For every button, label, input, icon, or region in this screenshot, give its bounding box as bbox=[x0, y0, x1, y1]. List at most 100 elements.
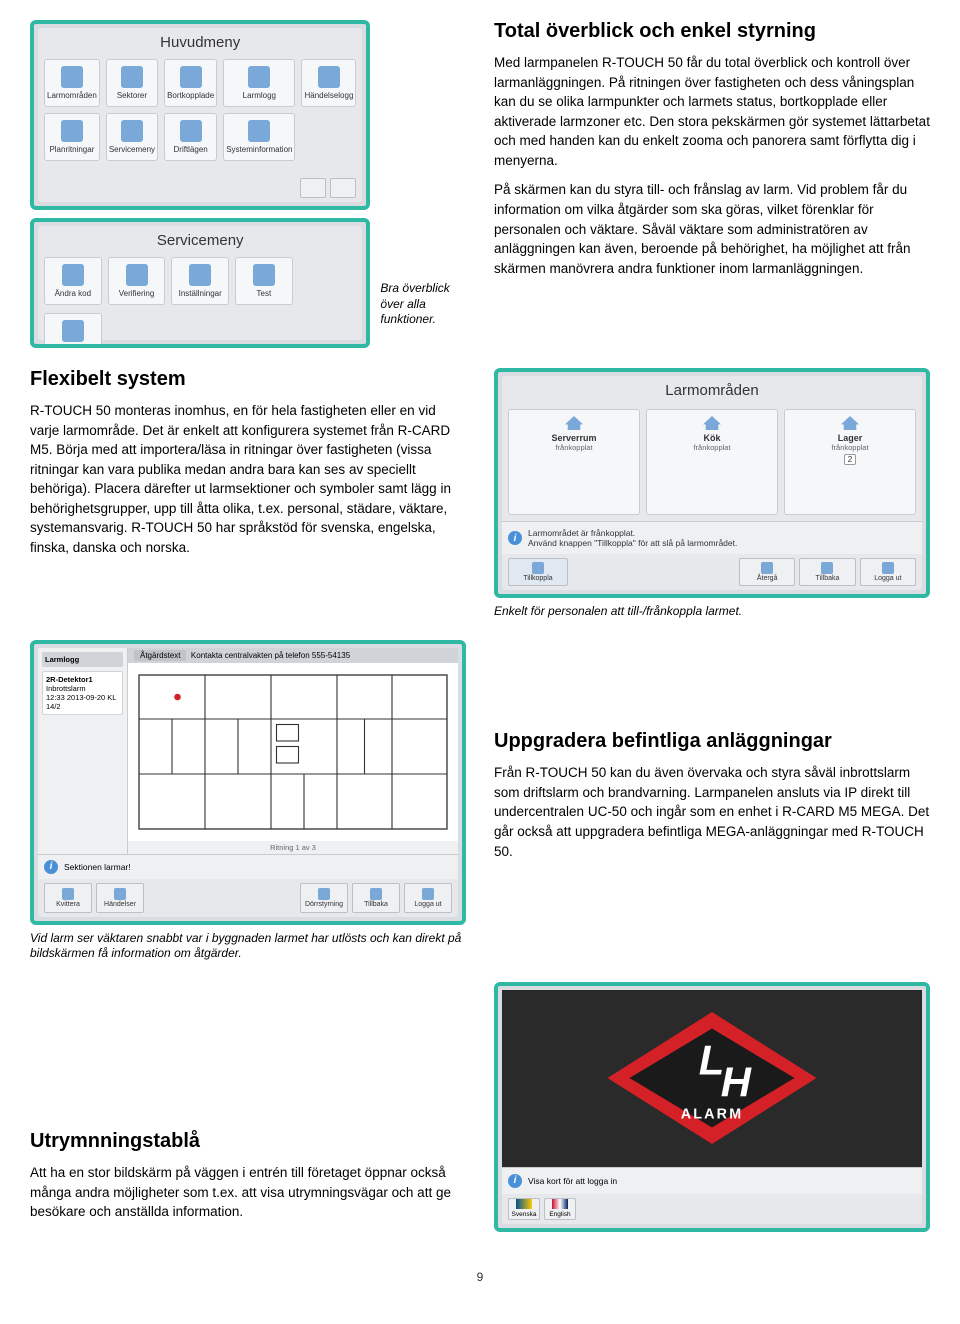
button-icon bbox=[761, 562, 773, 574]
tile-icon bbox=[121, 66, 143, 88]
house-icon bbox=[703, 416, 721, 430]
larm-area-tile[interactable]: Lagerfrånkopplat2 bbox=[784, 409, 916, 515]
info-icon: i bbox=[508, 531, 522, 545]
tile-icon bbox=[126, 264, 148, 286]
tile-icon bbox=[62, 264, 84, 286]
button-icon bbox=[318, 888, 330, 900]
huvudmeny-screenshot: Huvudmeny Larmområden Sektorer Bortkopplad… bbox=[30, 20, 370, 210]
tile-icon bbox=[189, 264, 211, 286]
larmomraden-title: Larmområden bbox=[502, 376, 922, 403]
menu-tile[interactable]: Systeminformation bbox=[223, 113, 295, 161]
menu-tile[interactable]: Sektorer bbox=[106, 59, 158, 107]
tile-icon bbox=[180, 120, 202, 142]
house-icon bbox=[565, 416, 583, 430]
area-name: Kök bbox=[703, 433, 720, 443]
huvudmeny-caption: Bra överblick över alla funktioner. bbox=[380, 281, 466, 328]
menu-tile[interactable]: Serviceloggar bbox=[44, 313, 102, 348]
action-button[interactable]: Tillbaka bbox=[799, 558, 855, 586]
heading-uppgradera: Uppgradera befintliga anläggningar bbox=[494, 730, 930, 753]
button-label: Kvittera bbox=[56, 901, 80, 908]
action-button[interactable]: Dörrstyrning bbox=[300, 883, 348, 913]
button-label: Tillkoppla bbox=[523, 575, 552, 582]
floorplan-topbar: Åtgärdstext Kontakta centralvakten på te… bbox=[128, 648, 458, 663]
lh-alarm-block: L H ALARM i Visa kort för att logga in S… bbox=[494, 982, 930, 1232]
lh-logo-area: L H ALARM bbox=[502, 990, 922, 1167]
menu-tile[interactable]: Test bbox=[235, 257, 293, 305]
lh-alarm-screenshot: L H ALARM i Visa kort för att logga in S… bbox=[494, 982, 930, 1232]
para: Att ha en stor bildskärm på väggen i ent… bbox=[30, 1163, 466, 1222]
floorplan-caption: Vid larm ser väktaren snabbt var i byggn… bbox=[30, 931, 466, 962]
tile-label: Händelselogg bbox=[304, 91, 353, 100]
menu-tile[interactable]: Verifiering bbox=[108, 257, 166, 305]
action-button[interactable]: Kvittera bbox=[44, 883, 92, 913]
tile-icon bbox=[248, 66, 270, 88]
button-label: Händelser bbox=[104, 901, 136, 908]
floorplan-status: i Sektionen larmar! bbox=[38, 854, 458, 879]
action-button[interactable]: Tillkoppla bbox=[508, 558, 568, 586]
larm-info-text: Larmområdet är frånkopplat. Använd knapp… bbox=[528, 528, 737, 548]
flag-label: English bbox=[549, 1211, 570, 1218]
button-icon bbox=[422, 888, 434, 900]
action-button[interactable]: Tillbaka bbox=[352, 883, 400, 913]
servicemeny-screenshot: Servicemeny Ändra kod Verifiering Inställn… bbox=[30, 218, 370, 348]
larmomraden-screenshot: Larmområden ServerrumfrånkopplatKökfrånk… bbox=[494, 368, 930, 598]
button-icon bbox=[370, 888, 382, 900]
action-button[interactable]: Logga ut bbox=[404, 883, 452, 913]
tile-icon bbox=[248, 120, 270, 142]
tile-label: Systeminformation bbox=[226, 145, 292, 154]
action-button[interactable]: Återgå bbox=[739, 558, 795, 586]
lh-info-bar: i Visa kort för att logga in bbox=[502, 1167, 922, 1194]
larmomraden-caption: Enkelt för personalen att till-/frånkopp… bbox=[494, 604, 930, 620]
tile-label: Inställningar bbox=[179, 289, 222, 298]
section-utrymning: Utrymnningstablå Att ha en stor bildskär… bbox=[30, 982, 466, 1232]
info-icon: i bbox=[508, 1174, 522, 1188]
tile-label: Bortkopplade bbox=[167, 91, 214, 100]
action-button[interactable]: Händelser bbox=[96, 883, 144, 913]
menu-tile[interactable]: Inställningar bbox=[171, 257, 229, 305]
floorplan-drawing-label: Ritning 1 av 3 bbox=[128, 841, 458, 854]
menu-tile[interactable]: Servicemeny bbox=[106, 113, 158, 161]
footer-button[interactable] bbox=[300, 178, 326, 198]
action-button[interactable]: Logga ut bbox=[860, 558, 916, 586]
tile-icon bbox=[62, 320, 84, 342]
page-number: 9 bbox=[0, 1262, 960, 1304]
button-label: Dörrstyrning bbox=[305, 901, 343, 908]
tile-label: Larmlogg bbox=[243, 91, 276, 100]
tile-label: Sektorer bbox=[117, 91, 147, 100]
huvudmeny-title: Huvudmeny bbox=[38, 28, 362, 55]
tile-icon bbox=[180, 66, 202, 88]
larm-area-tile[interactable]: Kökfrånkopplat bbox=[646, 409, 778, 515]
menu-tile[interactable]: Planritningar bbox=[44, 113, 100, 161]
footer-button[interactable] bbox=[330, 178, 356, 198]
para: På skärmen kan du styra till- och frånsl… bbox=[494, 180, 930, 278]
tile-label: Servicemeny bbox=[109, 145, 155, 154]
button-icon bbox=[532, 562, 544, 574]
flag-label: Svenska bbox=[512, 1211, 537, 1218]
menu-tile[interactable]: Händelselogg bbox=[301, 59, 356, 107]
sidebar-alarm-item[interactable]: 2R-Detektor1 Inbrottslarm 12:33 2013-09-… bbox=[42, 671, 123, 715]
para: Med larmpanelen R-TOUCH 50 får du total … bbox=[494, 53, 930, 170]
button-icon bbox=[882, 562, 894, 574]
menu-tile[interactable]: Driftlägen bbox=[164, 113, 217, 161]
floorplan-drawing[interactable] bbox=[128, 663, 458, 841]
huvudmeny-block: Huvudmeny Larmområden Sektorer Bortkopplad… bbox=[30, 20, 466, 348]
house-icon bbox=[841, 416, 859, 430]
tile-label: Serviceloggar bbox=[48, 345, 97, 348]
larmomraden-block: Larmområden ServerrumfrånkopplatKökfrånk… bbox=[494, 368, 930, 620]
menu-tile[interactable]: Bortkopplade bbox=[164, 59, 217, 107]
button-label: Logga ut bbox=[414, 901, 441, 908]
button-label: Återgå bbox=[757, 575, 778, 582]
menu-tile[interactable]: Larmlogg bbox=[223, 59, 295, 107]
tile-icon bbox=[318, 66, 340, 88]
language-flag[interactable]: Svenska bbox=[508, 1198, 540, 1220]
tile-label: Test bbox=[257, 289, 272, 298]
servicemeny-title: Servicemeny bbox=[38, 226, 362, 253]
menu-tile[interactable]: Larmområden bbox=[44, 59, 100, 107]
area-name: Serverrum bbox=[551, 433, 596, 443]
tile-label: Ändra kod bbox=[55, 289, 91, 298]
tile-label: Verifiering bbox=[119, 289, 155, 298]
para: R-TOUCH 50 monteras inomhus, en för hela… bbox=[30, 401, 466, 558]
menu-tile[interactable]: Ändra kod bbox=[44, 257, 102, 305]
language-flag[interactable]: English bbox=[544, 1198, 576, 1220]
larm-area-tile[interactable]: Serverrumfrånkopplat bbox=[508, 409, 640, 515]
